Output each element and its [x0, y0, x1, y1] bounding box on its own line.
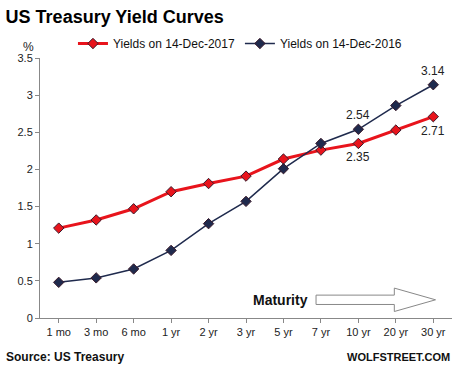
svg-text:2 yr: 2 yr	[199, 326, 218, 338]
svg-text:3 mo: 3 mo	[84, 326, 108, 338]
svg-text:3: 3	[27, 89, 33, 101]
svg-text:2.71: 2.71	[421, 124, 445, 138]
svg-text:5 yr: 5 yr	[274, 326, 293, 338]
svg-text:3.14: 3.14	[421, 64, 445, 78]
svg-text:1: 1	[27, 238, 33, 250]
svg-text:30 yr: 30 yr	[421, 326, 446, 338]
svg-text:%: %	[23, 40, 34, 54]
svg-text:1 yr: 1 yr	[162, 326, 181, 338]
svg-text:7 yr: 7 yr	[312, 326, 331, 338]
svg-text:0.5: 0.5	[18, 275, 33, 287]
svg-text:6 mo: 6 mo	[121, 326, 145, 338]
svg-text:WOLFSTREET.COM: WOLFSTREET.COM	[347, 351, 450, 363]
svg-text:US Treasury Yield Curves: US Treasury Yield Curves	[6, 7, 224, 27]
svg-text:1.5: 1.5	[18, 200, 33, 212]
svg-text:0: 0	[27, 312, 33, 324]
svg-text:2.54: 2.54	[346, 108, 370, 122]
svg-text:Maturity: Maturity	[253, 292, 308, 308]
svg-text:3 yr: 3 yr	[237, 326, 256, 338]
svg-text:20 yr: 20 yr	[384, 326, 409, 338]
svg-text:Yields on 14-Dec-2017: Yields on 14-Dec-2017	[113, 37, 235, 51]
svg-text:Source: US Treasury: Source: US Treasury	[6, 350, 124, 364]
svg-text:2.35: 2.35	[346, 150, 370, 164]
svg-text:2.5: 2.5	[18, 126, 33, 138]
svg-text:3.5: 3.5	[18, 52, 33, 64]
svg-text:2: 2	[27, 163, 33, 175]
svg-text:1 mo: 1 mo	[46, 326, 70, 338]
svg-text:Yields on 14-Dec-2016: Yields on 14-Dec-2016	[280, 37, 402, 51]
svg-text:10 yr: 10 yr	[346, 326, 371, 338]
